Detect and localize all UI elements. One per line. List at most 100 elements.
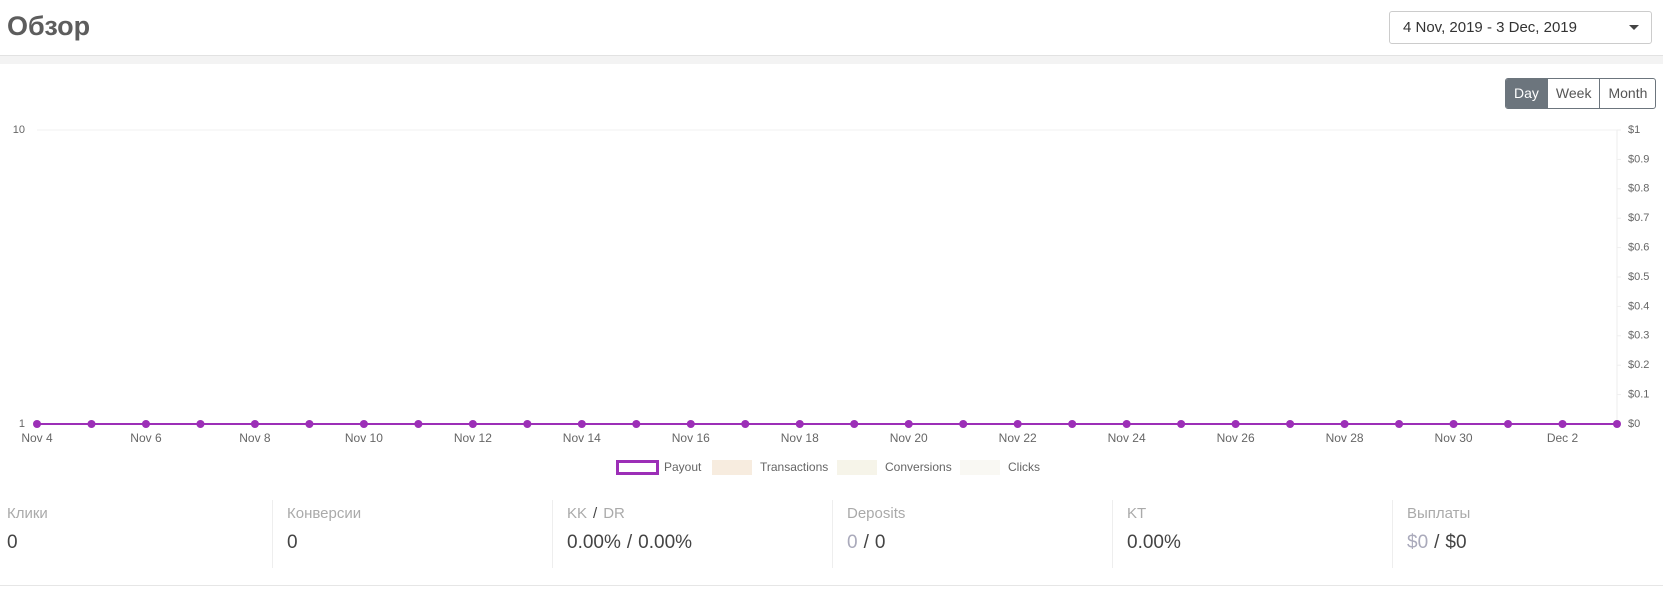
data-point xyxy=(414,420,423,428)
date-range-text: 4 Nov, 2019 - 3 Dec, 2019 xyxy=(1403,19,1577,36)
stat-label-part: / xyxy=(593,505,598,522)
x-tick-label: Nov 20 xyxy=(890,431,928,445)
data-point xyxy=(959,420,968,428)
data-point xyxy=(1395,420,1404,428)
data-point xyxy=(1286,420,1295,428)
x-tick-label: Nov 22 xyxy=(999,431,1037,445)
data-point xyxy=(1613,420,1621,428)
stat: Конверсии 0 xyxy=(287,505,361,567)
data-point xyxy=(850,420,859,428)
stat: Deposits 0/0 xyxy=(847,505,905,567)
y2-tick-label: $0.6 xyxy=(1628,242,1649,254)
stat-value-text: 0.00% xyxy=(1127,532,1181,553)
period-button[interactable]: Week xyxy=(1546,79,1600,108)
stat-label: KT xyxy=(1127,505,1181,522)
stat-value: 0.00%/0.00% xyxy=(567,532,692,554)
stat-label-text: KT xyxy=(1127,505,1147,522)
y2-tick-label: $0.3 xyxy=(1628,330,1649,342)
y2-tick-label: $0.1 xyxy=(1628,389,1649,401)
stat-label-text: Клики xyxy=(7,505,48,522)
stat-value: 0 xyxy=(287,532,361,554)
data-point xyxy=(577,420,586,428)
data-point xyxy=(196,420,205,428)
data-point xyxy=(1504,420,1513,428)
stat-value-part: / xyxy=(1434,532,1440,553)
stat-separator xyxy=(552,500,553,568)
data-point xyxy=(1231,420,1240,428)
stat-label: Выплаты xyxy=(1407,505,1470,522)
stat-value: 0/0 xyxy=(847,532,905,554)
data-point xyxy=(141,420,150,428)
y2-tick-label: $0.4 xyxy=(1628,300,1649,312)
x-tick-label: Nov 18 xyxy=(781,431,819,445)
legend-label: Transactions xyxy=(760,460,828,474)
legend-swatch xyxy=(712,460,752,475)
page-title: Обзор xyxy=(7,11,91,41)
stat-label: Клики xyxy=(7,505,48,522)
stat-value-part: 0.00% xyxy=(638,532,693,553)
x-tick-label: Nov 8 xyxy=(239,431,271,445)
stat-value: 0 xyxy=(7,532,48,554)
legend-label: Conversions xyxy=(885,460,952,474)
stat-label: Конверсии xyxy=(287,505,361,522)
stat-separator xyxy=(1392,500,1393,568)
stat: KK / DR 0.00%/0.00% xyxy=(567,505,692,567)
date-range-picker[interactable]: 4 Nov, 2019 - 3 Dec, 2019 xyxy=(1389,11,1652,44)
data-point xyxy=(250,420,259,428)
stat-value-part: $0 xyxy=(1407,532,1429,553)
x-tick-label: Nov 6 xyxy=(130,431,162,445)
data-point xyxy=(1449,420,1458,428)
y-tick-label: 1 xyxy=(19,418,25,430)
chart: 1 10 $0 $0.1 $0.2 $0.3 $0.4 $0.5 $0.6 $0.7 $0.8 $0.… xyxy=(13,124,1649,475)
data-point xyxy=(1013,420,1022,428)
x-tick-label: Nov 4 xyxy=(21,431,53,445)
data-point xyxy=(1068,420,1077,428)
y2-tick-label: $0.7 xyxy=(1628,212,1649,224)
stat-label-part: DR xyxy=(603,505,625,522)
stat-label-part: KK xyxy=(567,505,588,522)
stat-value-part: 0 xyxy=(874,532,886,553)
stat: Выплаты $0/$0 xyxy=(1407,505,1470,567)
x-tick-label: Nov 12 xyxy=(454,431,492,445)
x-tick-label: Nov 10 xyxy=(345,431,383,445)
footer-line xyxy=(0,585,1663,586)
stat-label-text: Выплаты xyxy=(1407,505,1471,522)
x-tick-label: Nov 24 xyxy=(1108,431,1146,445)
data-point xyxy=(523,420,532,428)
data-point xyxy=(686,420,695,428)
x-tick-label: Nov 16 xyxy=(672,431,710,445)
stat-separator xyxy=(1112,500,1113,568)
y-tick-label: 10 xyxy=(13,124,25,136)
stat: KT 0.00% xyxy=(1127,505,1181,567)
stat-value-part: 0 xyxy=(847,532,858,553)
x-tick-label: Nov 28 xyxy=(1326,431,1364,445)
data-point xyxy=(359,420,368,428)
y2-tick-label: $0.8 xyxy=(1628,183,1649,195)
stat-value-text: 0 xyxy=(7,532,18,553)
stat-label: Deposits xyxy=(847,505,905,522)
stat-value: $0/$0 xyxy=(1407,532,1470,554)
y2-tick-label: $0 xyxy=(1628,418,1640,430)
stat-separator xyxy=(272,500,273,568)
legend-swatch xyxy=(960,460,1000,475)
x-tick-label: Nov 26 xyxy=(1217,431,1255,445)
data-point xyxy=(904,420,913,428)
stat-label-text: Конверсии xyxy=(287,505,362,522)
period-buttons: Day Week Month xyxy=(1505,78,1657,109)
y2-tick-label: $0.2 xyxy=(1628,359,1649,371)
legend-label: Clicks xyxy=(1008,460,1040,474)
stat-value-part: $0 xyxy=(1445,532,1467,553)
legend-swatch xyxy=(837,460,877,475)
stat-label-text: Deposits xyxy=(847,505,906,522)
data-point xyxy=(1340,420,1349,428)
stat-value: 0.00% xyxy=(1127,532,1181,554)
period-button[interactable]: Day xyxy=(1506,79,1547,108)
period-button[interactable]: Month xyxy=(1599,79,1655,108)
stat-value-part: / xyxy=(626,532,633,553)
stat-separator xyxy=(832,500,833,568)
data-point xyxy=(33,420,41,428)
caret xyxy=(1629,25,1639,30)
data-point xyxy=(632,420,641,428)
stat-value-part: / xyxy=(863,532,869,553)
